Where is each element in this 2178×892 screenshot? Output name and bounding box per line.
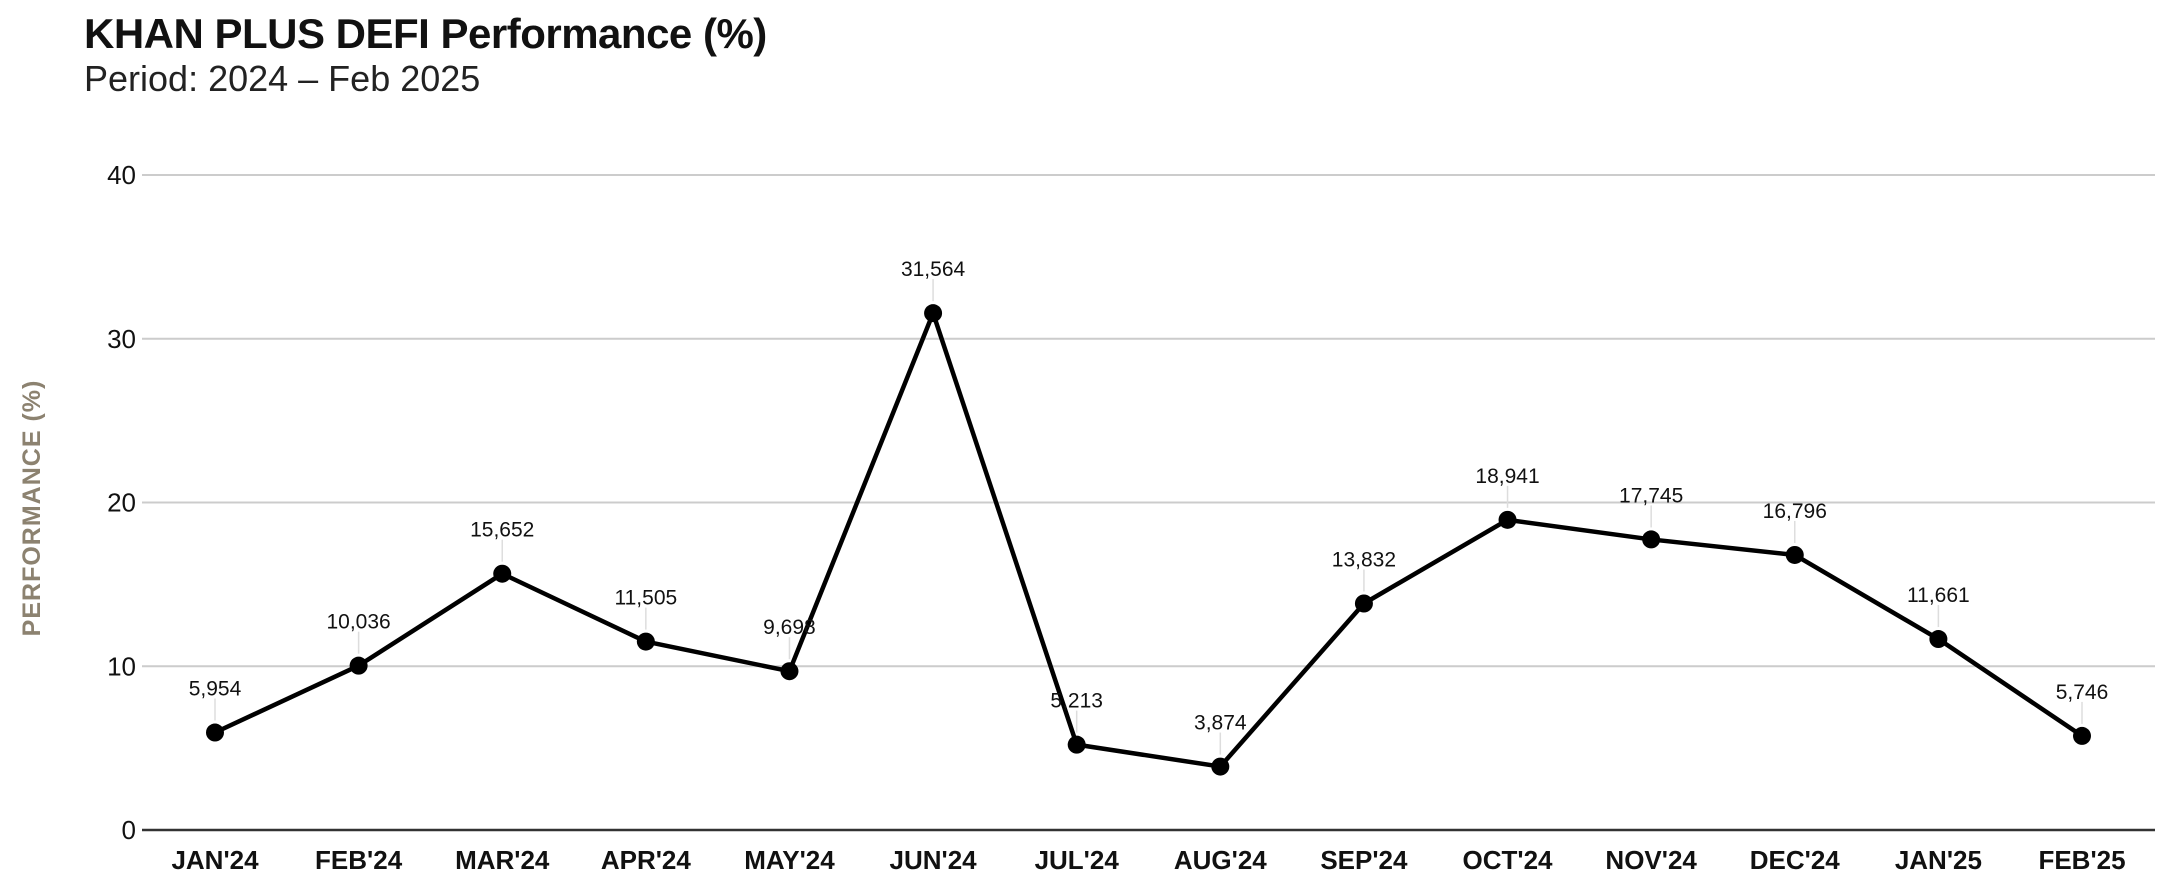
y-tick-label: 10 [107, 651, 136, 681]
x-tick-label: JAN'24 [171, 845, 259, 875]
data-labels: 5,954 10,036 15,652 11,505 9,698 31,564 5,213 3… [189, 258, 2109, 734]
data-point [493, 564, 512, 583]
data-label: 9,698 [763, 616, 816, 639]
y-tick-labels: 0 10 20 30 40 [107, 160, 136, 845]
x-tick-label: MAY'24 [744, 845, 835, 875]
grid-lines [142, 174, 2155, 832]
x-tick-label: JUL'24 [1035, 845, 1120, 875]
data-point [1211, 757, 1230, 776]
data-label: 11,505 [615, 587, 678, 610]
data-point [2073, 726, 2091, 745]
data-point [780, 662, 799, 681]
x-tick-labels: JAN'24 FEB'24 MAR'24 APR'24 MAY'24 JUN'24 JUL'… [171, 845, 2125, 875]
data-label: 15,652 [470, 519, 534, 542]
data-label: 18,941 [1475, 465, 1539, 488]
data-label: 31,564 [901, 258, 966, 281]
data-label: 5,954 [189, 678, 242, 701]
series-line [214, 310, 2084, 769]
data-point [1642, 530, 1661, 549]
x-tick-label: FEB'25 [2038, 845, 2125, 875]
data-point [1067, 735, 1086, 754]
data-point [1785, 545, 1804, 564]
x-tick-label: SEP'24 [1320, 845, 1408, 875]
data-points [206, 304, 2091, 776]
chart-title: KHAN PLUS DEFI Performance (%) [84, 10, 767, 57]
data-label: 16,796 [1763, 500, 1827, 523]
data-label: 13,832 [1332, 549, 1396, 572]
data-label: 5,746 [2056, 681, 2109, 704]
x-tick-label: NOV'24 [1605, 845, 1697, 875]
y-axis-label: PERFORMANCE (%) [18, 380, 46, 637]
series-line-path [214, 310, 2084, 769]
data-point [636, 632, 655, 651]
label-leaders [214, 279, 2083, 755]
data-label: 11,661 [1907, 584, 1970, 607]
data-label: 5,213 [1050, 690, 1103, 713]
data-point [206, 723, 224, 742]
chart-subtitle: Period: 2024 – Feb 2025 [84, 58, 481, 99]
y-tick-label: 40 [107, 160, 136, 190]
x-tick-label: FEB'24 [315, 845, 403, 875]
data-label: 10,036 [326, 611, 390, 634]
y-tick-label: 20 [107, 488, 136, 518]
data-point [924, 304, 943, 323]
data-label: 3,874 [1194, 712, 1247, 735]
data-point [1498, 510, 1517, 529]
data-label: 17,745 [1619, 484, 1683, 507]
x-tick-label: JUN'24 [890, 845, 978, 875]
x-tick-label: JAN'25 [1895, 845, 1982, 875]
x-tick-label: MAR'24 [455, 845, 550, 875]
x-tick-label: DEC'24 [1750, 845, 1841, 875]
data-point [1354, 594, 1373, 613]
y-tick-label: 0 [122, 815, 136, 845]
y-tick-label: 30 [107, 324, 136, 354]
x-tick-label: OCT'24 [1463, 845, 1554, 875]
x-tick-label: APR'24 [601, 845, 692, 875]
data-point [1929, 630, 1948, 649]
x-tick-label: AUG'24 [1174, 845, 1267, 875]
data-point [349, 656, 368, 675]
